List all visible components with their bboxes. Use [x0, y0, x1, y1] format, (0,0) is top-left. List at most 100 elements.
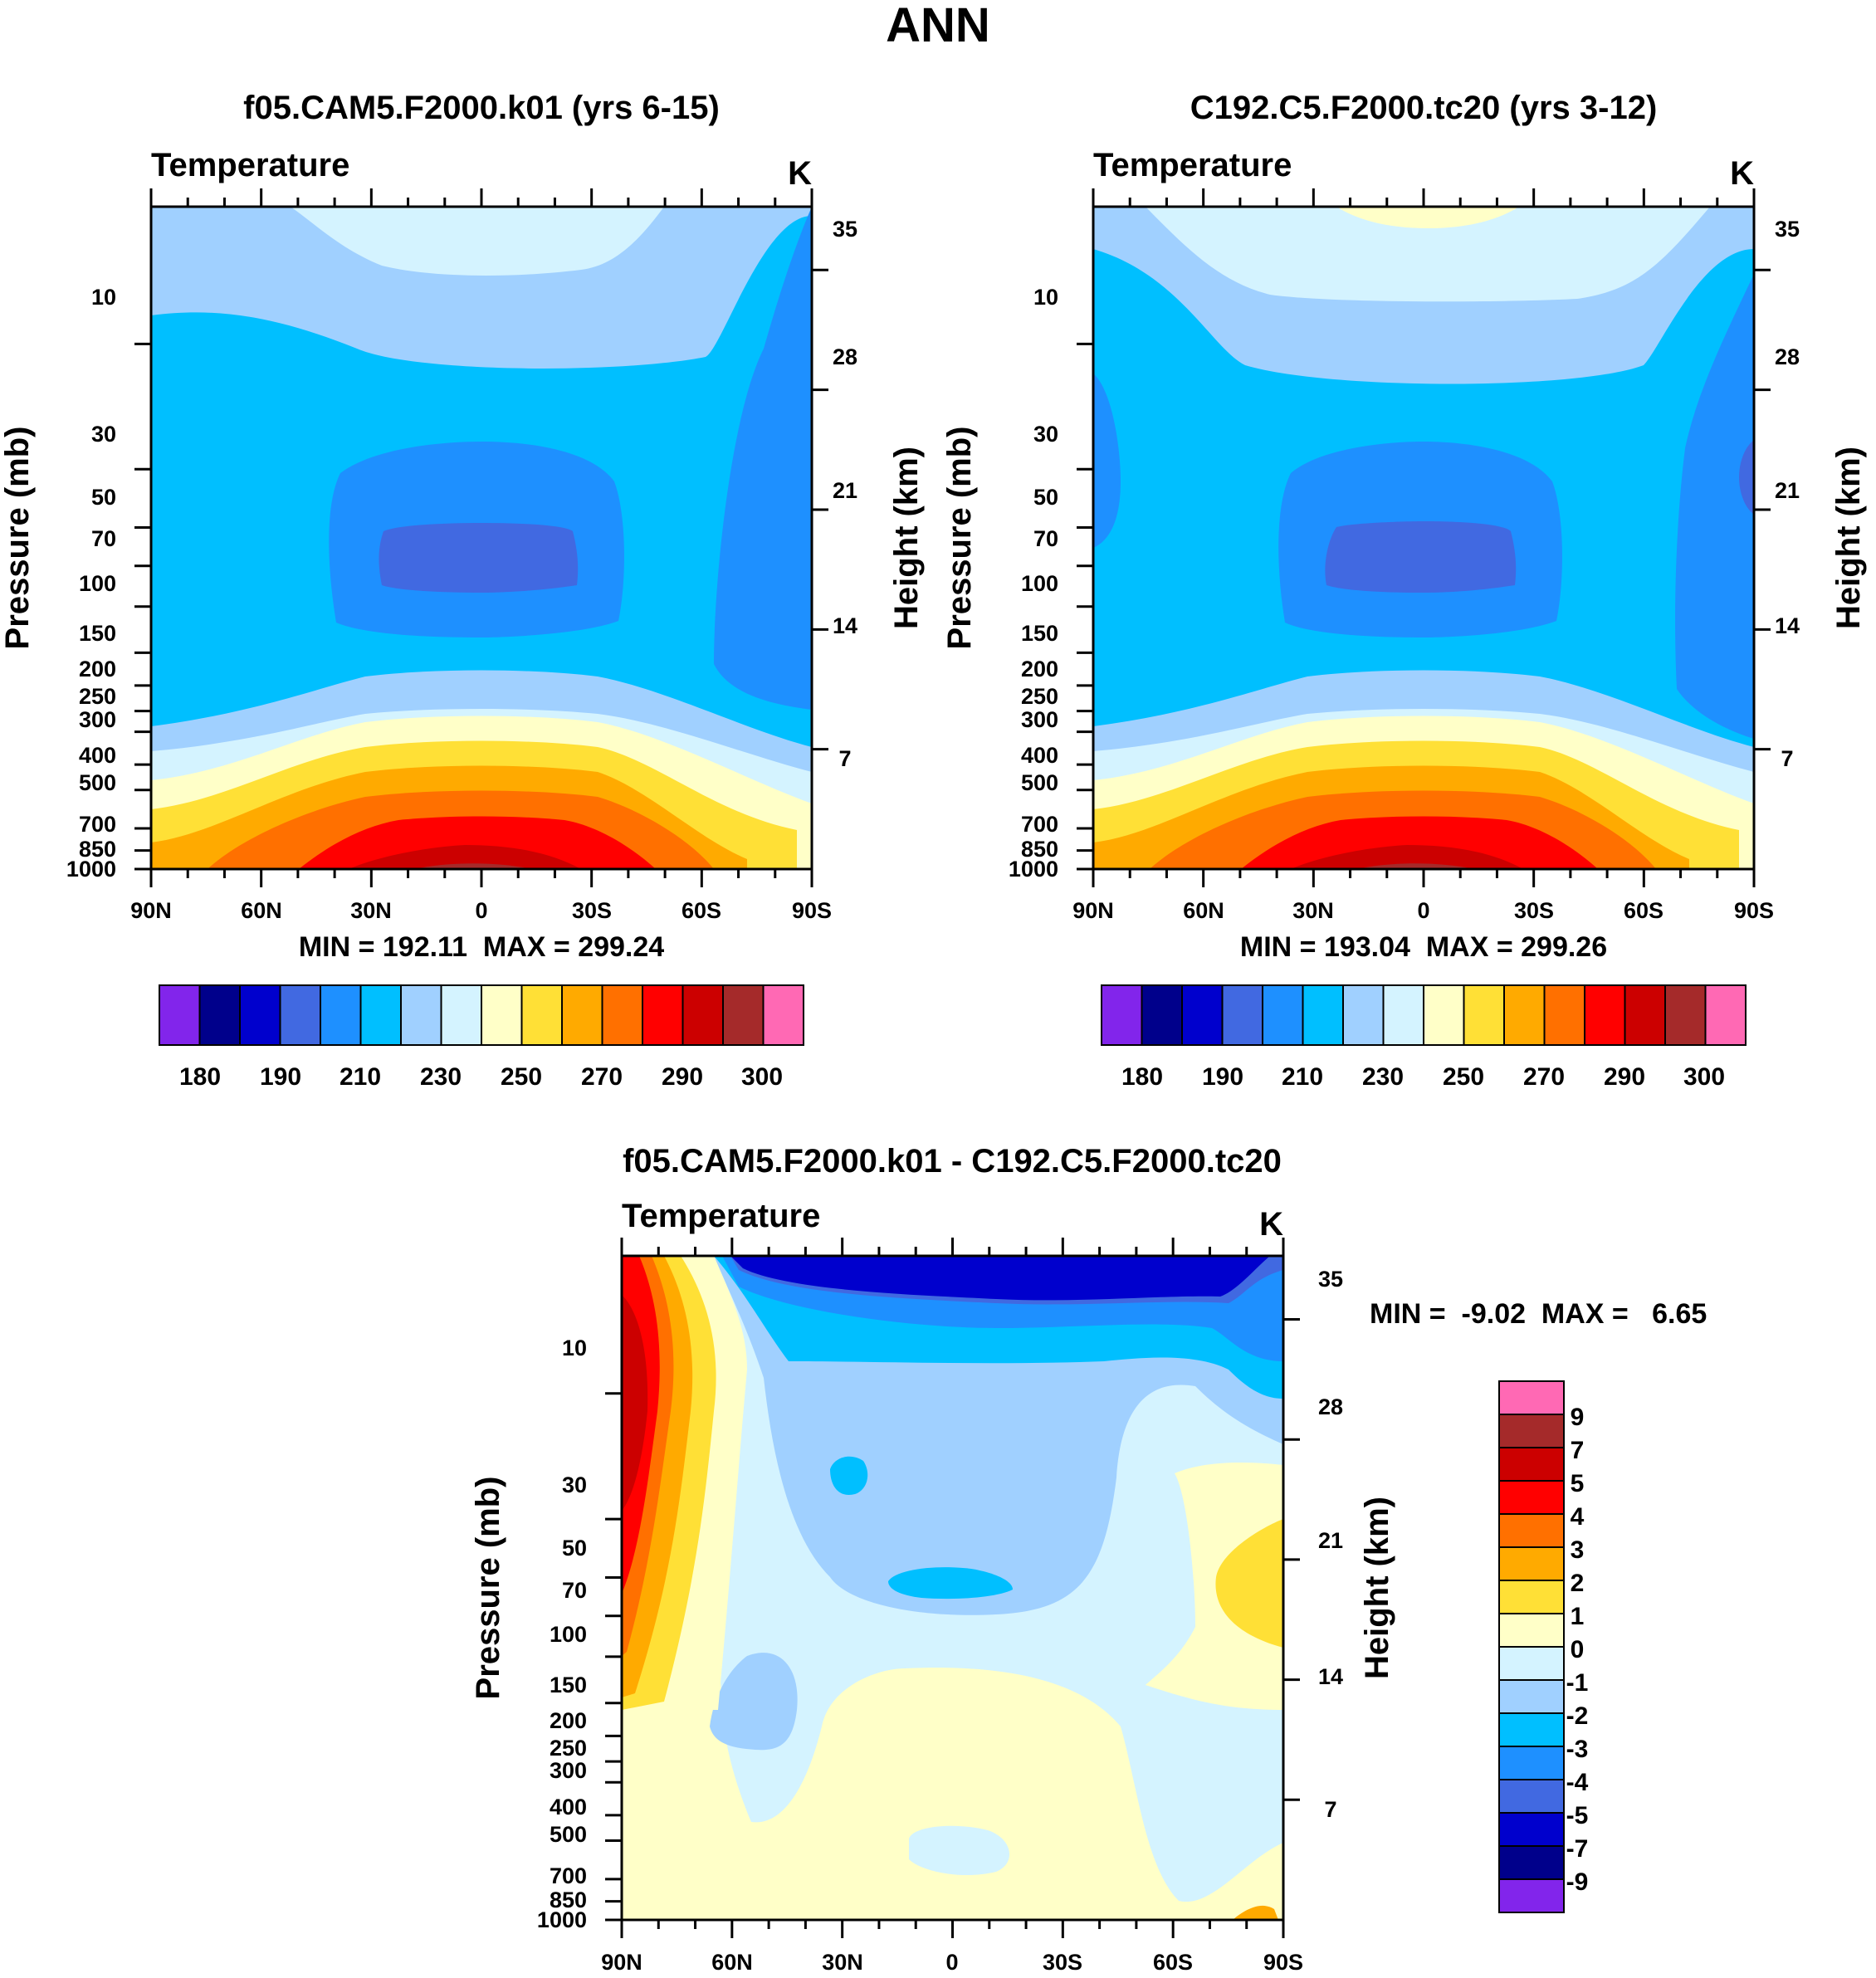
panel-a-y2-axis: 35 28 21 14 7 Height (km): [833, 217, 925, 771]
colorbar-swatch: [1498, 1646, 1565, 1681]
y-tick-label: 100: [1021, 571, 1058, 596]
panel-b-unit-label: K: [1730, 155, 1754, 192]
y-tick-label: 300: [79, 707, 116, 732]
contour-fill: [909, 1825, 1010, 1876]
panel-b-y-axis: 10 30 50 70 100 150 200 250 300 400 500 …: [941, 285, 1058, 882]
y2-tick-label: 14: [1775, 613, 1800, 638]
x-tick-label: 30N: [350, 898, 392, 923]
y-tick-label: 1000: [537, 1907, 587, 1932]
panel-a: f05.CAM5.F2000.k01 (yrs 6-15) Temperatur…: [0, 90, 925, 1091]
y-tick-label: 70: [91, 526, 116, 551]
x-tick-label: 90S: [1263, 1950, 1303, 1975]
panel-c-colorbar: [1498, 1380, 1565, 1913]
x-tick-label: 90S: [1734, 898, 1774, 923]
y-tick-label: 30: [91, 422, 116, 447]
colorbar-label: -7: [1566, 1835, 1589, 1863]
colorbar-label: -4: [1566, 1769, 1589, 1796]
contour-fill: [291, 207, 664, 276]
x-tick-label: 30S: [1043, 1950, 1082, 1975]
colorbar-label: 3: [1571, 1536, 1585, 1564]
y2-tick-label: 21: [1318, 1528, 1343, 1553]
contour-fill: [349, 845, 581, 869]
colorbar-swatch: [1382, 984, 1424, 1046]
colorbar-swatch: [1624, 984, 1666, 1046]
contour-fill: [379, 523, 579, 593]
colorbar-swatch: [520, 984, 563, 1046]
colorbar-label: -3: [1566, 1736, 1589, 1763]
colorbar-swatch: [1543, 984, 1585, 1046]
colorbar-label: 290: [662, 1063, 703, 1091]
panel-c-stats: MIN = -9.02 MAX = 6.65: [1370, 1298, 1707, 1330]
colorbar-swatch: [1221, 984, 1263, 1046]
y2-tick-label: 35: [1318, 1267, 1343, 1292]
colorbar-swatch: [1498, 1513, 1565, 1548]
y-tick-label: 400: [1021, 743, 1058, 768]
y-tick-label: 200: [1021, 657, 1058, 681]
y-tick-label: 700: [1021, 812, 1058, 837]
colorbar-swatch: [359, 984, 402, 1046]
x-tick-label: 90N: [130, 898, 172, 923]
colorbar-label: 210: [1282, 1063, 1323, 1091]
y2-tick-label: 28: [1775, 344, 1800, 369]
y-tick-label: 70: [1033, 526, 1058, 551]
y2-tick-label: 7: [1324, 1797, 1336, 1822]
colorbar-swatch: [642, 984, 684, 1046]
colorbar-label: 270: [581, 1063, 623, 1091]
y2-tick-label: 35: [1775, 217, 1800, 242]
y-tick-label: 1000: [1009, 857, 1058, 882]
y-tick-label: 400: [79, 743, 116, 768]
y-tick-label: 500: [550, 1822, 587, 1847]
colorbar-swatch: [239, 984, 281, 1046]
panel-c-title: f05.CAM5.F2000.k01 - C192.C5.F2000.tc20: [623, 1143, 1282, 1179]
panel-a-ticks: [134, 188, 828, 887]
y2-tick-label: 7: [838, 746, 851, 771]
colorbar-label: 270: [1523, 1063, 1565, 1091]
panel-c: f05.CAM5.F2000.k01 - C192.C5.F2000.tc20 …: [470, 1143, 1707, 1975]
y-tick-label: 200: [550, 1708, 587, 1733]
panel-a-contours: [151, 207, 812, 869]
colorbar-label: 0: [1571, 1636, 1585, 1663]
colorbar-swatch: [561, 984, 603, 1046]
y-tick-label: 200: [79, 657, 116, 681]
contour-fill: [730, 1256, 1270, 1301]
colorbar-label: 250: [1443, 1063, 1484, 1091]
y-tick-label: 1000: [66, 857, 116, 882]
y-tick-label: 250: [79, 684, 116, 709]
y-tick-label: 300: [550, 1758, 587, 1783]
x-tick-label: 30N: [822, 1950, 863, 1975]
colorbar-label: 230: [420, 1063, 462, 1091]
panel-c-ticks: [605, 1238, 1300, 1938]
x-tick-label: 60S: [1153, 1950, 1193, 1975]
y-tick-label: 500: [1021, 770, 1058, 795]
y-tick-label: 100: [79, 571, 116, 596]
colorbar-label: 210: [340, 1063, 381, 1091]
contour-fill: [1233, 1905, 1278, 1920]
colorbar-swatch: [1498, 1480, 1565, 1515]
y-tick-label: 10: [1033, 285, 1058, 310]
y2-axis-title: Height (km): [888, 447, 925, 629]
x-tick-label: 60N: [1183, 898, 1224, 923]
x-tick-label: 0: [945, 1950, 958, 1975]
y-axis-title: Pressure (mb): [0, 427, 36, 650]
colorbar-swatch: [1498, 1746, 1565, 1780]
panel-a-x-axis: 90N 60N 30N 0 30S 60S 90S: [130, 898, 832, 923]
y2-axis-title: Height (km): [1359, 1497, 1395, 1679]
colorbar-label: -2: [1566, 1702, 1589, 1730]
y2-tick-label: 14: [1318, 1664, 1343, 1689]
colorbar-label: 180: [179, 1063, 221, 1091]
panel-b-title: C192.C5.F2000.tc20 (yrs 3-12): [1190, 90, 1658, 126]
colorbar-swatch: [762, 984, 804, 1046]
panel-c-y2-axis: 35 28 21 14 7 Height (km): [1318, 1267, 1395, 1822]
colorbar-label: 7: [1571, 1437, 1585, 1464]
y2-tick-label: 21: [1775, 478, 1800, 503]
contour-fill: [1325, 521, 1517, 593]
colorbar-swatch: [1498, 1712, 1565, 1747]
x-tick-label: 30S: [1514, 898, 1554, 923]
y-tick-label: 150: [1021, 621, 1058, 646]
colorbar-swatch: [1704, 984, 1747, 1046]
y2-tick-label: 21: [833, 478, 857, 503]
colorbar-swatch: [1498, 1613, 1565, 1648]
colorbar-swatch: [1664, 984, 1707, 1046]
y-tick-label: 30: [562, 1473, 587, 1497]
colorbar-swatch: [1181, 984, 1224, 1046]
